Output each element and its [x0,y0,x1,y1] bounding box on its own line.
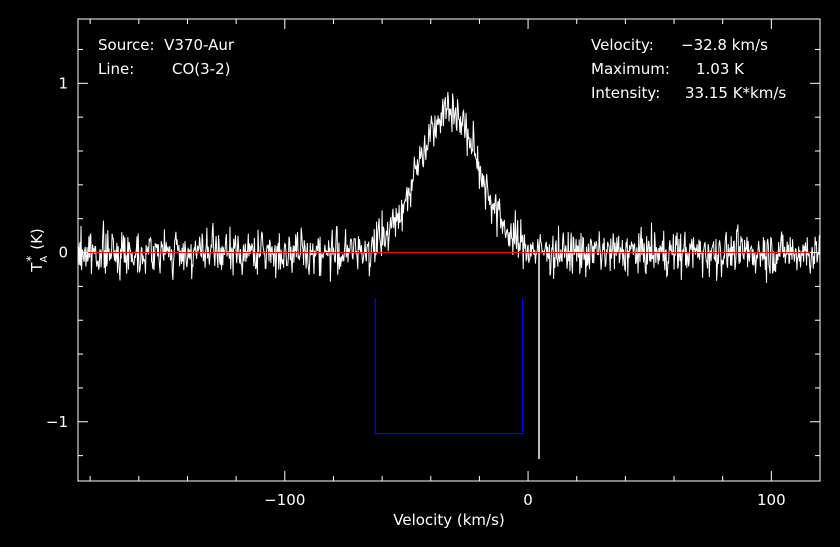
x-axis-label: Velocity (km/s) [393,511,504,529]
line-value: CO(3-2) [172,60,231,78]
intensity-value: 33.15 K*km/s [685,84,787,102]
y-tick-label: 0 [58,244,68,262]
spectrum-series-0 [77,92,821,283]
line-label: Line: [98,60,135,78]
y-tick-label: 1 [58,74,68,92]
velocity-line: Velocity: −32.8 km/s [591,33,768,57]
integration-window [374,298,524,435]
maximum-label: Maximum: [591,60,670,78]
maximum-value: 1.03 K [696,60,745,78]
y-axis-label-sup: * [24,256,38,262]
source-line: Source: V370-Aur [98,33,234,57]
x-tick-label: 0 [523,491,533,509]
velocity-value: −32.8 km/s [681,36,768,54]
intensity-label: Intensity: [591,84,661,102]
ticks-layer: −100 0 100 −1 0 1 [46,19,821,509]
series-layer [77,92,821,283]
svg-text:TA*(K): TA* (K) [24,228,50,273]
y-axis-label: TA* (K) [24,228,50,273]
source-value: V370-Aur [164,36,235,54]
overlay-layer [78,249,820,459]
y-axis-label-sub: A [39,256,50,263]
x-tick-label: −100 [264,491,305,509]
line-line: Line: CO(3-2) [98,57,230,81]
y-axis-label-unit: (K) [28,228,46,250]
plot-frame [77,18,821,482]
maximum-line: Maximum: 1.03 K [591,57,744,81]
source-label: Source: [98,36,155,54]
intensity-line: Intensity: 33.15 K*km/s [591,81,786,105]
x-tick-label: 100 [757,491,786,509]
y-axis-label-main: T [28,262,46,273]
y-tick-label: −1 [46,413,68,431]
velocity-label: Velocity: [591,36,654,54]
